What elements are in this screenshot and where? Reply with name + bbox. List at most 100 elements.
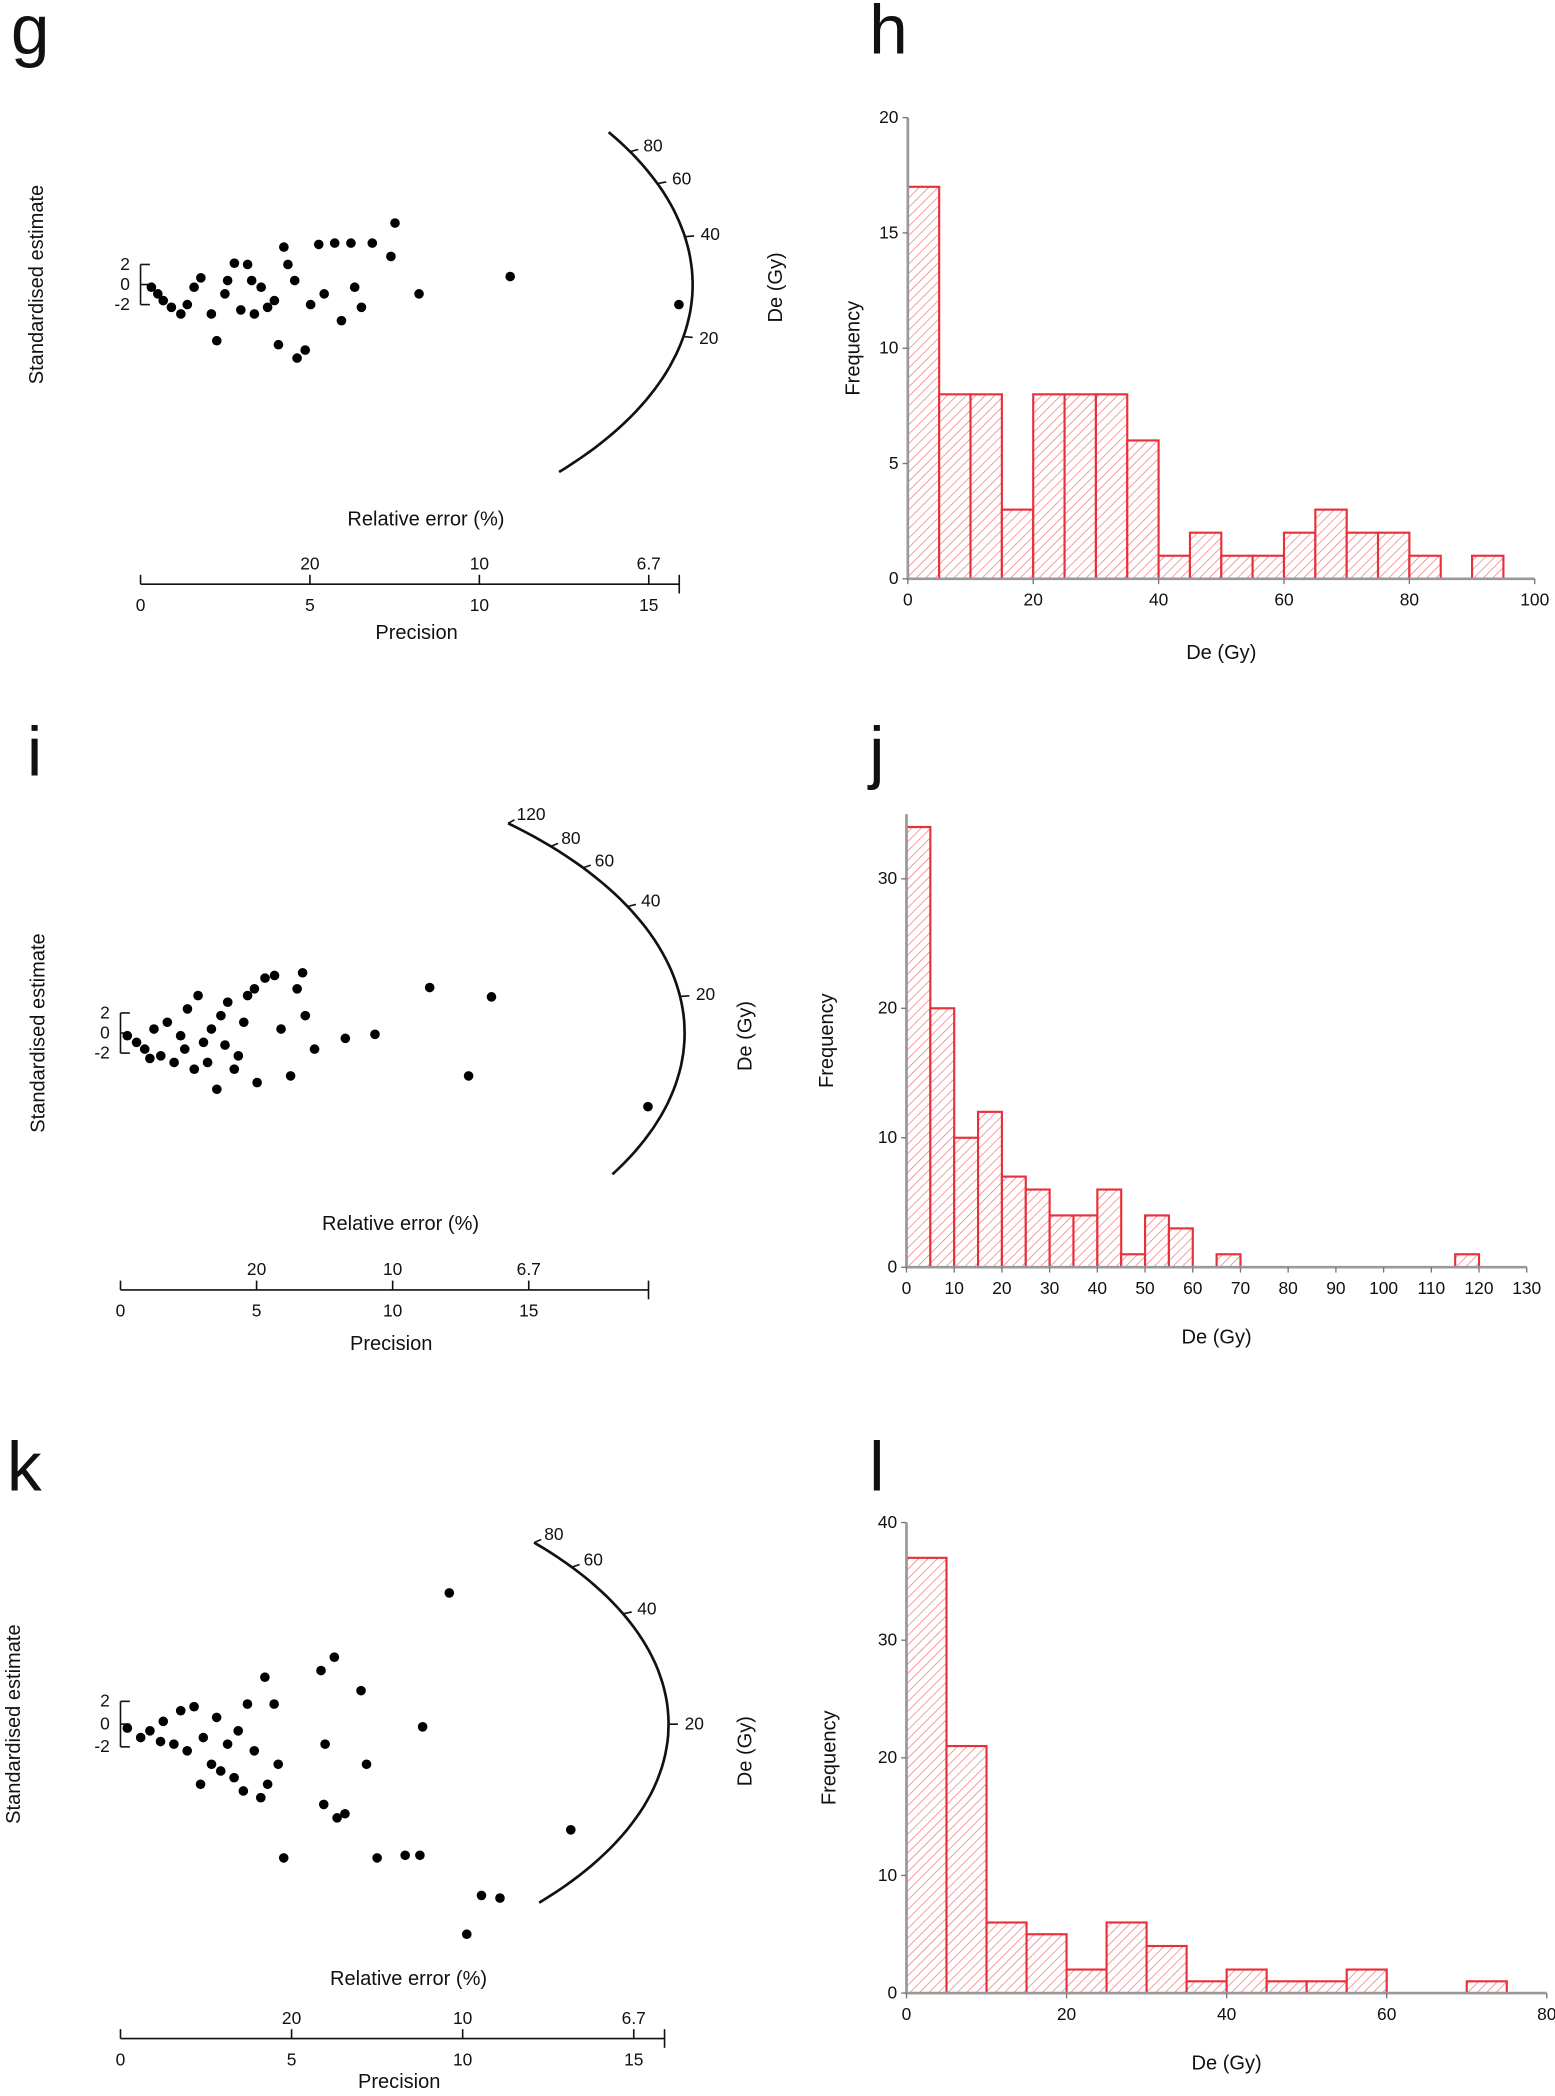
bar — [953, 1136, 980, 1269]
bar — [938, 393, 972, 580]
bar — [1000, 1175, 1027, 1269]
bar — [969, 393, 1003, 580]
arc-tick — [622, 1611, 632, 1615]
point — [169, 1057, 179, 1068]
arc-tick — [679, 995, 690, 998]
point — [135, 1732, 146, 1743]
x2-axis-label: Relative error (%) — [330, 1968, 487, 1990]
bar — [1105, 1921, 1148, 1995]
y-tick-label: 20 — [878, 998, 897, 1018]
y-axis-label: Frequency — [816, 993, 838, 1088]
x-tick-label: 60 — [1274, 590, 1293, 610]
bar — [1265, 1980, 1308, 1995]
point — [206, 1759, 217, 1770]
point — [256, 282, 266, 293]
y-tick-label: 0 — [887, 1982, 897, 2002]
point — [146, 282, 157, 293]
point — [249, 984, 260, 994]
bar — [929, 1007, 956, 1269]
x2-tick-label: 6.7 — [622, 2008, 646, 2028]
point — [158, 295, 169, 306]
point — [269, 1699, 279, 1709]
bar — [1376, 531, 1411, 580]
arc-tick — [507, 819, 515, 824]
point — [182, 299, 193, 310]
bar — [985, 1921, 1028, 1995]
arc-tick — [582, 864, 592, 869]
bar — [1065, 1968, 1108, 1995]
panel-label: j — [867, 712, 884, 790]
arc-axis — [533, 1541, 670, 1904]
arc-axis-label: De (Gy) — [734, 1001, 756, 1071]
arc-tick-label: 80 — [544, 1524, 563, 1544]
y-axis-label: Standardised estimate — [27, 933, 49, 1132]
arc-tick — [657, 181, 667, 185]
x-tick-label: 20 — [1057, 2004, 1076, 2024]
arc-tick — [683, 335, 693, 339]
point — [262, 1779, 273, 1790]
point — [356, 1685, 366, 1696]
point — [278, 1853, 289, 1863]
x2-axis-label: Relative error (%) — [347, 508, 504, 530]
point — [297, 967, 308, 978]
point — [463, 1071, 474, 1081]
arc-tick — [533, 1538, 542, 1544]
point — [340, 1033, 351, 1044]
bar — [1454, 1253, 1481, 1269]
point — [206, 309, 217, 319]
point — [155, 1051, 166, 1061]
point — [198, 1037, 209, 1048]
panel-label: i — [27, 712, 42, 790]
arc-axis — [558, 131, 694, 474]
x-tick-label: 20 — [992, 1278, 1011, 1298]
bar — [1314, 508, 1348, 580]
bar — [1000, 508, 1035, 580]
x-tick-label: 15 — [624, 2049, 643, 2069]
y-tick-label: 20 — [879, 107, 898, 127]
x-axis-label: Precision — [358, 2071, 440, 2093]
point — [300, 345, 311, 355]
bar — [1220, 554, 1254, 580]
point — [332, 1813, 342, 1823]
point — [158, 1716, 169, 1727]
y-tick-label: 0 — [889, 568, 899, 588]
point — [273, 339, 284, 350]
point — [193, 990, 203, 1001]
point — [292, 353, 302, 363]
point — [176, 309, 186, 319]
point — [340, 1808, 350, 1819]
point — [211, 1712, 222, 1723]
arc-axis-label: De (Gy) — [734, 1716, 756, 1786]
point — [305, 299, 316, 310]
x-axis-label: De (Gy) — [1186, 642, 1256, 664]
bar — [976, 1110, 1003, 1269]
point — [229, 1772, 239, 1783]
x-tick-label: 5 — [287, 2049, 297, 2069]
point — [122, 1723, 133, 1733]
point — [195, 1779, 206, 1790]
point — [211, 335, 222, 346]
y-tick-label: 30 — [878, 868, 897, 888]
bar — [1157, 554, 1192, 580]
point — [386, 251, 396, 262]
x-tick-label: 0 — [116, 2049, 126, 2069]
bar — [1143, 1214, 1170, 1269]
point — [222, 997, 233, 1008]
x-tick-label: 10 — [383, 1301, 402, 1321]
y-tick-label: 5 — [889, 453, 899, 473]
x2-tick-label: 6.7 — [637, 553, 661, 573]
arc-tick — [627, 903, 637, 908]
point — [233, 1051, 244, 1061]
point — [318, 1799, 329, 1810]
point — [198, 1732, 209, 1743]
x-tick-label: 40 — [1088, 1278, 1107, 1298]
x2-tick-label: 10 — [470, 553, 489, 573]
point — [182, 1746, 193, 1756]
x-tick-label: 80 — [1537, 2004, 1555, 2024]
point — [145, 1053, 155, 1064]
arc-axis — [507, 822, 686, 1176]
point — [269, 295, 280, 306]
point — [229, 1064, 240, 1074]
bar — [945, 1744, 988, 1995]
bar — [1145, 1944, 1188, 1995]
